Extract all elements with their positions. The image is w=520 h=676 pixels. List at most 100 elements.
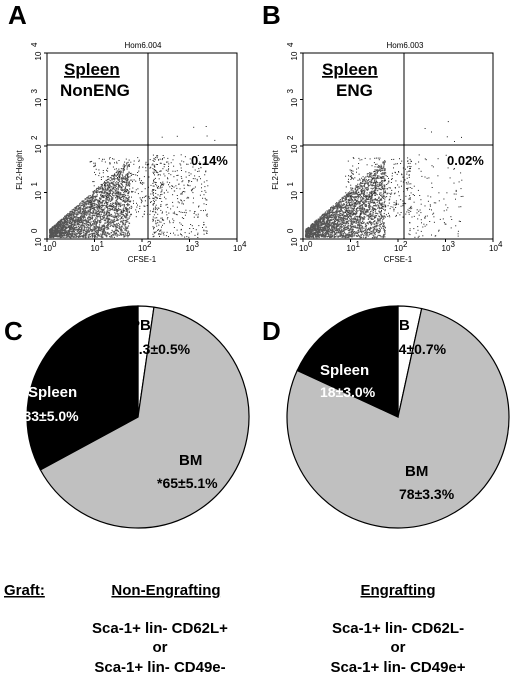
event-dot	[347, 233, 349, 235]
event-dot	[154, 177, 156, 179]
event-dot	[356, 186, 358, 189]
event-dot	[358, 219, 360, 221]
event-dot	[173, 186, 175, 188]
event-dot	[373, 217, 376, 219]
event-dot	[131, 173, 133, 175]
event-dot	[342, 236, 344, 238]
event-dot	[111, 236, 113, 238]
event-dot	[348, 207, 350, 209]
event-dot	[105, 196, 107, 198]
event-dot	[125, 229, 127, 231]
event-dot	[83, 236, 85, 238]
event-dot	[358, 201, 360, 203]
event-dot	[100, 213, 102, 215]
event-dot	[67, 214, 69, 216]
event-dot	[122, 177, 124, 179]
event-dot	[98, 188, 100, 190]
event-dot	[178, 202, 180, 204]
event-dot	[351, 193, 353, 195]
event-dot	[128, 165, 130, 167]
event-dot	[93, 220, 95, 222]
event-dot	[350, 223, 352, 225]
event-dot	[85, 204, 87, 206]
event-dot	[96, 214, 98, 216]
event-dot	[145, 163, 147, 165]
event-dot	[62, 233, 65, 235]
event-dot	[347, 211, 349, 213]
event-dot	[118, 203, 120, 205]
event-dot	[114, 220, 116, 222]
event-dot	[352, 205, 354, 207]
event-dot	[152, 171, 154, 173]
event-dot	[113, 174, 115, 176]
event-dot	[374, 198, 376, 200]
event-dot	[69, 233, 71, 235]
event-dot	[79, 204, 81, 206]
event-dot	[120, 229, 122, 231]
event-dot	[320, 230, 322, 232]
event-dot	[383, 172, 385, 174]
event-dot	[81, 219, 83, 222]
event-dot	[90, 203, 92, 205]
event-dot	[129, 207, 131, 209]
event-dot	[366, 215, 368, 217]
event-dot	[100, 179, 102, 180]
event-dot	[124, 201, 126, 203]
event-dot	[372, 234, 374, 236]
event-dot	[171, 188, 173, 190]
event-dot	[191, 181, 193, 182]
event-dot	[166, 218, 168, 220]
event-dot	[164, 196, 165, 198]
event-dot	[196, 180, 198, 182]
event-dot	[106, 210, 108, 212]
event-dot	[182, 180, 184, 182]
event-dot	[125, 182, 127, 184]
event-dot	[350, 209, 352, 211]
event-dot	[133, 174, 135, 175]
event-dot	[102, 229, 105, 231]
event-dot	[120, 170, 122, 172]
event-dot	[126, 233, 128, 235]
event-dot	[133, 163, 135, 165]
event-dot	[337, 204, 340, 206]
event-dot	[119, 174, 121, 176]
event-dot	[75, 224, 77, 226]
event-dot	[350, 205, 352, 207]
event-dot	[90, 208, 92, 210]
event-dot	[67, 231, 69, 233]
event-dot	[360, 229, 362, 231]
event-dot	[157, 187, 159, 189]
event-dot	[62, 234, 64, 236]
event-dot	[84, 225, 86, 227]
event-dot	[104, 192, 106, 194]
event-dot	[98, 212, 100, 214]
event-dot	[381, 182, 384, 184]
event-dot	[117, 172, 120, 174]
event-dot	[133, 160, 135, 162]
event-dot	[197, 171, 199, 172]
event-dot	[109, 210, 111, 212]
event-dot	[344, 196, 346, 199]
event-dot	[69, 230, 71, 232]
event-dot	[161, 159, 163, 161]
event-dot	[160, 198, 162, 200]
event-dot	[381, 194, 383, 196]
event-dot	[325, 215, 327, 217]
event-dot	[347, 209, 350, 211]
event-dot	[100, 219, 102, 221]
event-dot	[93, 185, 95, 187]
event-dot	[150, 201, 152, 202]
event-dot	[59, 233, 61, 235]
event-dot	[204, 163, 206, 165]
event-dot	[105, 232, 107, 234]
event-dot	[330, 207, 332, 209]
flow-plot-b: Hom6.003 Spleen ENG 0.02% 10 0 10 1 10 2 10 3 10…	[271, 41, 503, 264]
event-dot	[87, 207, 89, 209]
event-dot	[93, 232, 96, 234]
event-dot	[100, 235, 102, 237]
event-dot	[370, 191, 372, 193]
event-dot	[199, 194, 201, 196]
event-dot	[89, 197, 91, 199]
event-dot	[98, 204, 100, 206]
event-dot	[92, 197, 94, 199]
